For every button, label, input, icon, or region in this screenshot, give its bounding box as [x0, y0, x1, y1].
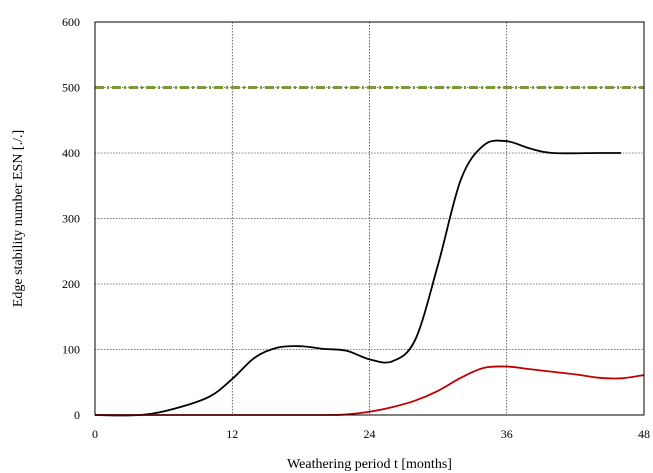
y-tick-label-1: 100 — [62, 343, 80, 357]
x-tick-label-2: 24 — [364, 427, 376, 441]
x-tick-label-3: 36 — [501, 427, 513, 441]
x-tick-label-4: 48 — [638, 427, 650, 441]
y-tick-label-2: 200 — [62, 277, 80, 291]
y-axis-label: Edge stability number ESN [./.] — [11, 130, 26, 307]
y-tick-label-3: 300 — [62, 212, 80, 226]
y-tick-label-6: 600 — [62, 15, 80, 29]
y-tick-label-0: 0 — [74, 408, 80, 422]
x-tick-label-0: 0 — [92, 427, 98, 441]
x-tick-labels: 0 12 24 36 48 — [92, 427, 650, 441]
grid-lines — [95, 22, 644, 415]
y-tick-label-5: 500 — [62, 81, 80, 95]
x-tick-label-1: 12 — [226, 427, 238, 441]
y-tick-label-4: 400 — [62, 146, 80, 160]
x-axis-label: Weathering period t [months] — [287, 457, 452, 472]
series-line-0 — [94, 139, 622, 417]
plot-frame — [94, 21, 645, 416]
y-tick-labels: 0 100 200 300 400 500 600 — [62, 15, 80, 422]
